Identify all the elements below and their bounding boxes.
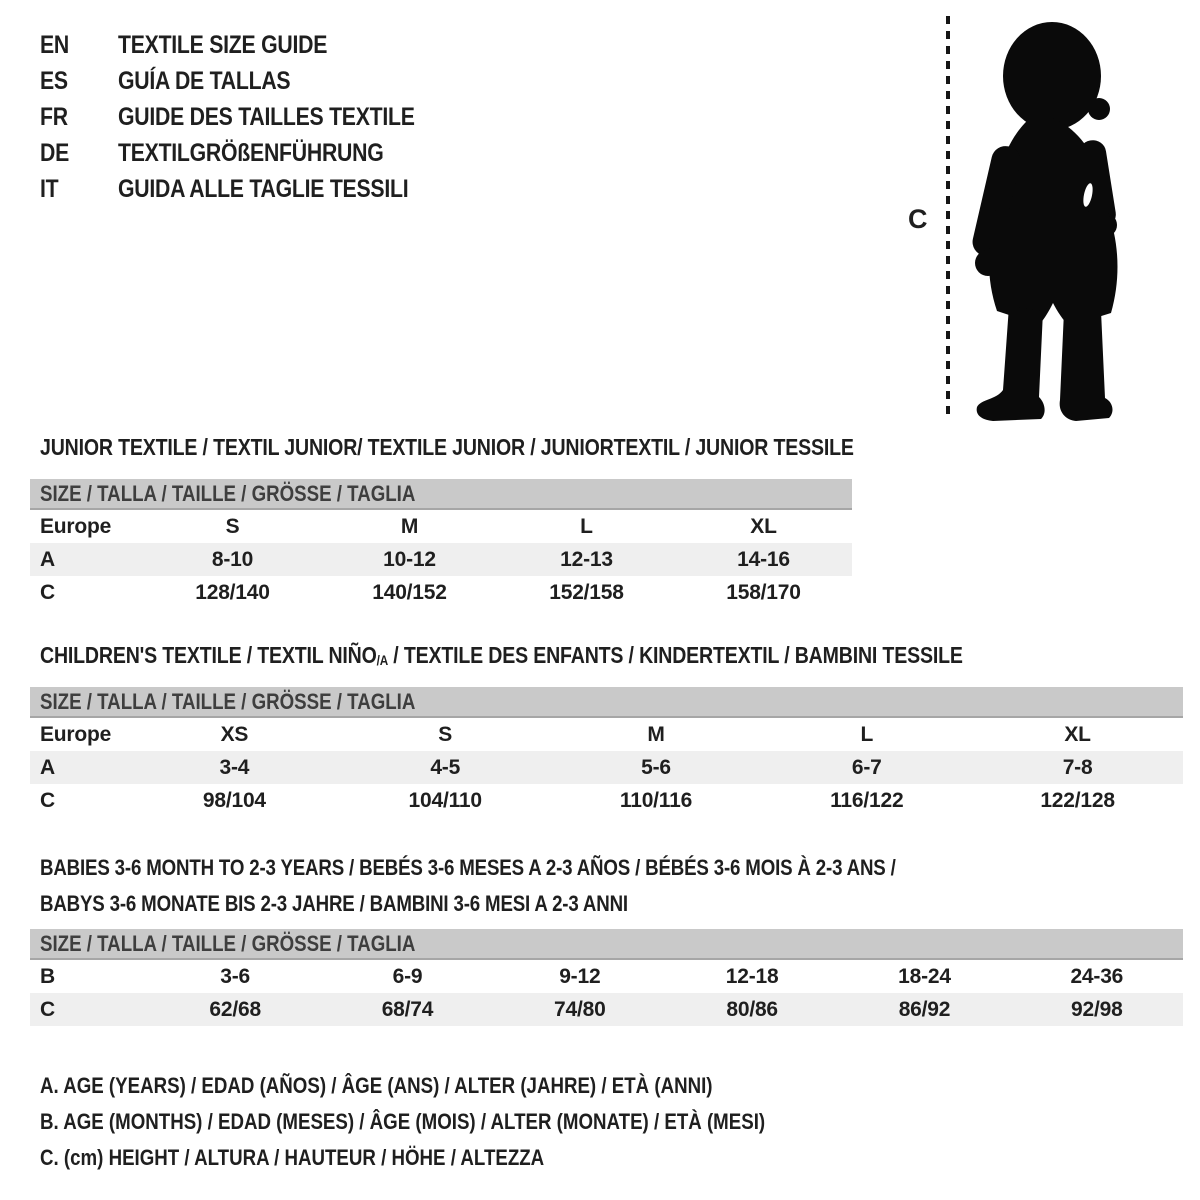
row-label-cell: C: [40, 788, 55, 812]
size-cell: L: [860, 722, 874, 746]
height-cell: 110/116: [619, 788, 693, 812]
section-title-junior: JUNIOR TEXTILE / TEXTIL JUNIOR/ TEXTILE …: [40, 434, 854, 460]
language-row-de: DE TEXTILGRÖßENFÜHRUNG: [40, 135, 467, 171]
language-code: ES: [40, 66, 68, 95]
babies-title-line1: BABIES 3-6 MONTH TO 2-3 YEARS / BEBÉS 3-…: [40, 855, 896, 880]
babies-title-line2: BABYS 3-6 MONATE BIS 2-3 JAHRE / BAMBINI…: [40, 891, 628, 916]
language-list: EN TEXTILE SIZE GUIDE ES GUÍA DE TALLAS …: [40, 27, 467, 207]
size-cell: S: [438, 722, 453, 746]
height-cell: 92/98: [1071, 997, 1123, 1021]
height-cell: 140/152: [372, 580, 447, 604]
measure-legend: A. AGE (YEARS) / EDAD (AÑOS) / ÂGE (ANS)…: [40, 1068, 893, 1176]
section-title-children: CHILDREN'S TEXTILE / TEXTIL NIÑO/A / TEX…: [40, 642, 963, 668]
table-header-bar: SIZE / TALLA / TAILLE / GRÖSSE / TAGLIA: [30, 479, 852, 510]
table-row-height: C 98/104 104/110 110/116 116/122 122/128: [30, 784, 1183, 817]
row-label-cell: C: [40, 997, 55, 1021]
age-cell: 10-12: [383, 547, 436, 571]
table-header-bar: SIZE / TALLA / TAILLE / GRÖSSE / TAGLIA: [30, 687, 1183, 718]
height-cell: 80/86: [726, 997, 778, 1021]
height-cell: 62/68: [209, 997, 261, 1021]
row-label-cell: Europe: [40, 722, 112, 746]
language-code: IT: [40, 174, 59, 203]
size-cell: XL: [1064, 722, 1091, 746]
table-row-europe: Europe S M L XL: [30, 510, 852, 543]
age-cell: 6-9: [392, 964, 423, 988]
title-subscript: /A: [376, 652, 389, 668]
size-cell: M: [647, 722, 665, 746]
row-label-cell: A: [40, 547, 55, 571]
height-dashed-line: [946, 16, 950, 420]
age-cell: 7-8: [1062, 755, 1093, 779]
size-cell: S: [225, 514, 240, 538]
age-cell: 8-10: [211, 547, 254, 571]
language-label: GUIDE DES TAILLES TEXTILE: [118, 102, 415, 131]
language-row-en: EN TEXTILE SIZE GUIDE: [40, 27, 467, 63]
height-cell: 104/110: [408, 788, 483, 812]
height-measure-label: C: [908, 204, 928, 234]
height-cell: 68/74: [381, 997, 434, 1021]
table-row-europe: Europe XS S M L XL: [30, 718, 1183, 751]
language-label: TEXTILE SIZE GUIDE: [118, 30, 328, 59]
babies-size-table: SIZE / TALLA / TAILLE / GRÖSSE / TAGLIA …: [30, 929, 1183, 1026]
language-row-it: IT GUIDA ALLE TAGLIE TESSILI: [40, 171, 467, 207]
size-cell: XL: [750, 514, 777, 538]
table-row-months: B 3-6 6-9 9-12 12-18 18-24 24-36: [30, 960, 1183, 993]
table-header-bar: SIZE / TALLA / TAILLE / GRÖSSE / TAGLIA: [30, 929, 1183, 960]
table-row-height: C 128/140 140/152 152/158 158/170: [30, 576, 852, 609]
row-label-cell: Europe: [40, 514, 112, 538]
age-cell: 4-5: [430, 755, 461, 779]
table-row-height: C 62/68 68/74 74/80 80/86 86/92 92/98: [30, 993, 1183, 1026]
legend-row-c: C. (cm) HEIGHT / ALTURA / HAUTEUR / HÖHE…: [40, 1145, 545, 1170]
age-cell: 6-7: [851, 755, 882, 779]
size-cell: XS: [220, 722, 249, 746]
height-cell: 128/140: [195, 580, 270, 604]
height-cell: 116/122: [830, 788, 904, 812]
language-label: TEXTILGRÖßENFÜHRUNG: [118, 138, 384, 167]
age-cell: 3-4: [219, 755, 250, 779]
height-cell: 158/170: [726, 580, 801, 604]
row-label-cell: C: [40, 580, 55, 604]
age-cell: 3-6: [220, 964, 251, 988]
age-cell: 12-13: [560, 547, 613, 571]
junior-size-table: SIZE / TALLA / TAILLE / GRÖSSE / TAGLIA …: [30, 479, 852, 609]
age-cell: 14-16: [737, 547, 790, 571]
age-cell: 9-12: [559, 964, 601, 988]
height-cell: 152/158: [549, 580, 624, 604]
legend-row-a: A. AGE (YEARS) / EDAD (AÑOS) / ÂGE (ANS)…: [40, 1073, 713, 1098]
language-code: FR: [40, 102, 68, 131]
table-row-age: A 8-10 10-12 12-13 14-16: [30, 543, 852, 576]
age-cell: 24-36: [1070, 964, 1124, 988]
language-code: EN: [40, 30, 70, 59]
height-cell: 98/104: [202, 788, 266, 812]
language-label: GUIDA ALLE TAGLIE TESSILI: [118, 174, 409, 203]
height-cell: 122/128: [1040, 788, 1115, 812]
section-title-babies: BABIES 3-6 MONTH TO 2-3 YEARS / BEBÉS 3-…: [40, 850, 1047, 922]
children-size-table: SIZE / TALLA / TAILLE / GRÖSSE / TAGLIA …: [30, 687, 1183, 817]
language-row-fr: FR GUIDE DES TAILLES TEXTILE: [40, 99, 467, 135]
language-label: GUÍA DE TALLAS: [118, 66, 291, 95]
age-cell: 5-6: [641, 755, 671, 779]
row-label-cell: A: [40, 755, 55, 779]
legend-row-b: B. AGE (MONTHS) / EDAD (MESES) / ÂGE (MO…: [40, 1109, 766, 1134]
table-row-age: A 3-4 4-5 5-6 6-7 7-8: [30, 751, 1183, 784]
height-cell: 86/92: [898, 997, 951, 1021]
age-cell: 18-24: [898, 964, 951, 988]
height-cell: 74/80: [554, 997, 606, 1021]
row-label-cell: B: [40, 964, 55, 988]
age-cell: 12-18: [725, 964, 779, 988]
toddler-silhouette-image: [972, 22, 1118, 421]
size-cell: L: [580, 514, 593, 538]
language-row-es: ES GUÍA DE TALLAS: [40, 63, 467, 99]
language-code: DE: [40, 138, 70, 167]
size-cell: M: [400, 514, 419, 538]
